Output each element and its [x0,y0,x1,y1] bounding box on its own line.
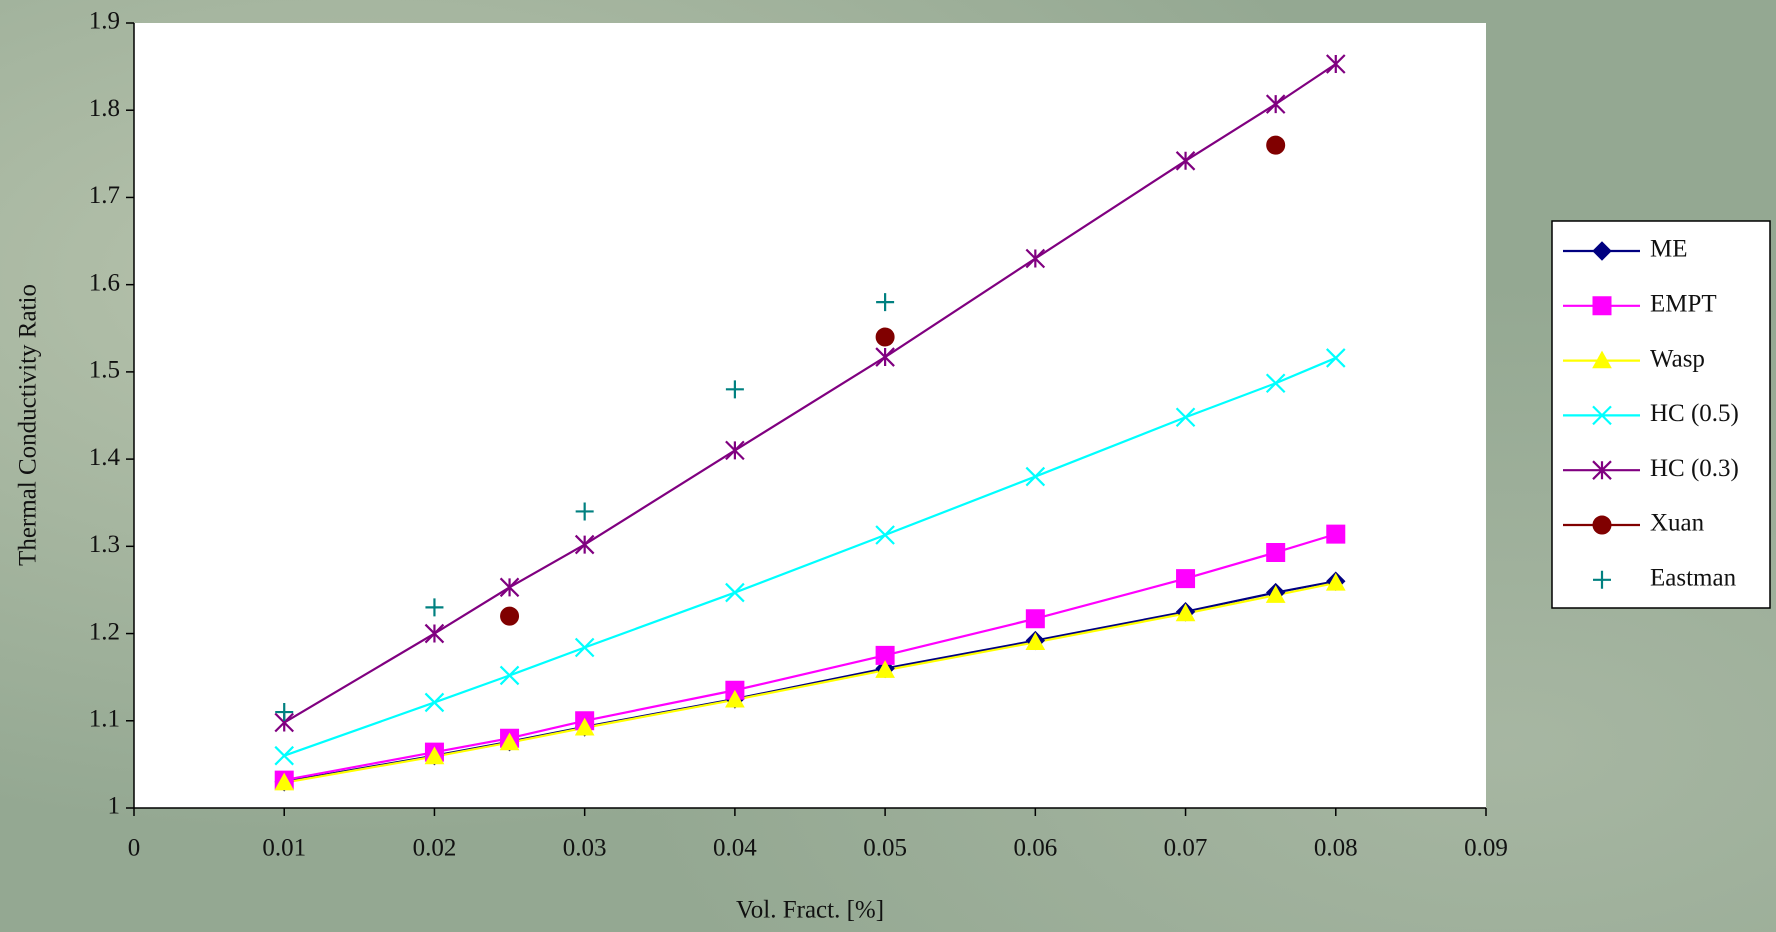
chart: Vol. Fract. [%] Thermal Conductivity Rat… [0,0,1776,932]
marker [1177,570,1195,588]
y-tick-label: 1.6 [89,269,120,296]
x-tick-label: 0.05 [863,835,907,862]
marker [1026,610,1044,628]
y-tick-label: 1.2 [89,618,120,645]
legend-marker [1593,297,1611,315]
x-tick-label: 0.07 [1164,835,1208,862]
marker [876,328,894,346]
marker [1267,543,1285,561]
x-tick-label: 0.03 [563,835,607,862]
legend-label: Wasp [1650,345,1705,372]
y-tick-label: 1.9 [89,8,120,35]
x-tick-label: 0.04 [713,835,757,862]
legend-label: HC (0.3) [1650,455,1739,482]
y-tick-label: 1.1 [89,706,120,733]
y-tick-label: 1.4 [89,444,121,471]
x-tick-label: 0.02 [413,835,457,862]
x-tick-label: 0.09 [1464,835,1508,862]
y-tick-label: 1.5 [89,357,120,384]
x-axis-title: Vol. Fract. [%] [736,897,884,924]
x-tick-label: 0.08 [1314,835,1358,862]
legend-label: HC (0.5) [1650,400,1739,427]
x-tick-label: 0 [128,835,141,862]
legend-label: ME [1650,236,1688,263]
y-tick-label: 1.8 [89,95,120,122]
x-tick-label: 0.06 [1013,835,1057,862]
legend-marker [1593,516,1611,534]
y-tick-label: 1.3 [89,531,120,558]
marker [1267,136,1285,154]
y-tick-label: 1 [108,793,121,820]
y-axis-title: Thermal Conductivity Ratio [15,284,42,566]
x-tick-label: 0.01 [262,835,306,862]
legend-label: EMPT [1650,291,1717,318]
y-tick-label: 1.7 [89,182,120,209]
legend-label: Eastman [1650,565,1737,592]
legend-label: Xuan [1650,510,1705,537]
marker [501,607,519,625]
marker [1327,525,1345,543]
